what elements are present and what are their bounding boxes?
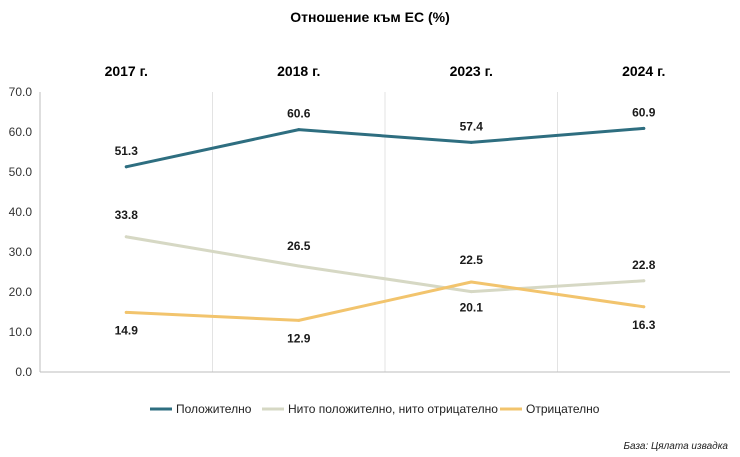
data-label: 16.3 [632,318,656,332]
data-label: 60.6 [287,107,311,121]
data-point [469,140,473,144]
data-point [124,310,128,314]
y-tick-label: 60.0 [9,125,33,139]
data-point [469,290,473,294]
y-tick-label: 40.0 [9,205,33,219]
y-tick-label: 10.0 [9,325,33,339]
data-label: 14.9 [115,323,139,337]
legend-label: Отрицателно [526,402,600,416]
data-label: 22.8 [632,258,656,272]
data-label: 26.5 [287,239,311,253]
data-label: 20.1 [460,301,484,315]
x-category-label: 2018 г. [277,63,320,79]
chart-title: Отношение към ЕС (%) [290,9,450,25]
x-category-label: 2017 г. [105,63,148,79]
data-label: 57.4 [460,119,484,133]
data-point [297,264,301,268]
data-point [124,235,128,239]
legend-label: Положително [176,402,252,416]
legend: Положително Нито положително, нито отрица… [150,402,600,416]
legend-label: Нито положително, нито отрицателно [288,402,498,416]
data-label: 33.8 [115,208,139,222]
series-lines [124,126,646,322]
source-note: База: Цялата извадка [624,441,729,452]
y-tick-label: 20.0 [9,285,33,299]
data-label: 22.5 [460,253,484,267]
y-tick-label: 70.0 [9,85,33,99]
x-category-label: 2023 г. [450,63,493,79]
y-tick-label: 30.0 [9,245,33,259]
series-line [124,235,646,294]
axes: 0.0 10.0 20.0 30.0 40.0 50.0 60.0 70.0 2017 г. 20… [9,63,730,379]
data-labels: 51.3 60.6 57.4 60.9 33.8 26.5 20.1 22.8 14.9 12.9… [115,105,656,345]
series-line [124,280,646,322]
data-label: 60.9 [632,105,656,119]
data-label: 12.9 [287,331,311,345]
data-point [297,128,301,132]
y-tick-label: 0.0 [15,365,32,379]
series-line [124,126,646,169]
y-tick-label: 50.0 [9,165,33,179]
data-point [642,305,646,309]
data-point [297,318,301,322]
data-point [469,280,473,284]
gridlines [212,92,558,372]
x-category-label: 2024 г. [622,63,665,79]
data-label: 51.3 [115,144,139,158]
data-point [642,279,646,283]
data-point [642,126,646,130]
data-point [124,165,128,169]
